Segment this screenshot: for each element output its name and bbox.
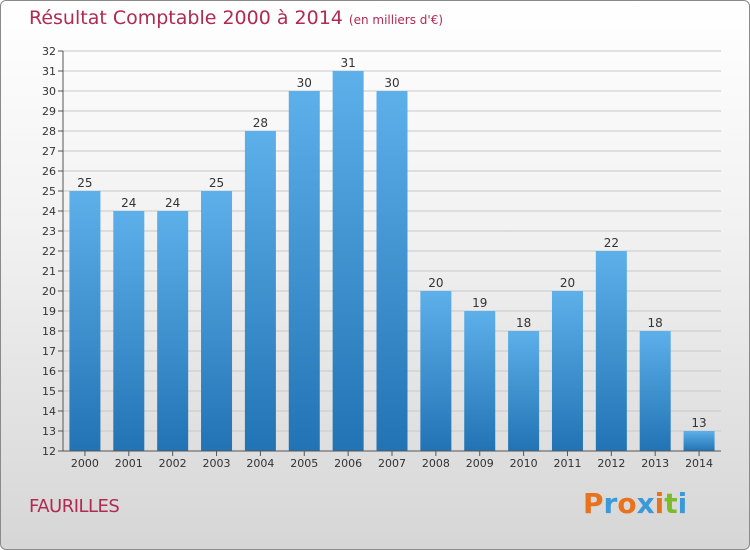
data-label: 25 bbox=[209, 176, 224, 190]
logo-letter: P bbox=[583, 487, 604, 520]
data-label: 13 bbox=[691, 416, 706, 430]
logo-letter: o bbox=[617, 487, 637, 520]
y-tick-label: 20 bbox=[42, 285, 56, 298]
bar-2006 bbox=[332, 71, 364, 451]
y-tick-label: 21 bbox=[42, 265, 56, 278]
data-label: 31 bbox=[340, 56, 355, 70]
y-tick-label: 31 bbox=[42, 65, 56, 78]
data-label: 20 bbox=[560, 276, 575, 290]
y-tick-label: 19 bbox=[42, 305, 56, 318]
x-tick-label: 2006 bbox=[334, 457, 362, 470]
data-label: 24 bbox=[121, 196, 136, 210]
y-tick-label: 22 bbox=[42, 245, 56, 258]
data-label: 22 bbox=[604, 236, 619, 250]
data-label: 28 bbox=[253, 116, 268, 130]
data-label: 30 bbox=[384, 76, 399, 90]
bar-2009 bbox=[464, 311, 496, 451]
y-tick-label: 16 bbox=[42, 365, 56, 378]
subtitle-text: (en milliers d'€) bbox=[348, 13, 444, 27]
x-tick-label: 2007 bbox=[378, 457, 406, 470]
data-label: 24 bbox=[165, 196, 180, 210]
y-tick-label: 13 bbox=[42, 425, 56, 438]
bar-2010 bbox=[508, 331, 540, 451]
y-tick-label: 23 bbox=[42, 225, 56, 238]
bar-2012 bbox=[595, 251, 627, 451]
y-tick-label: 18 bbox=[42, 325, 56, 338]
logo-letter: x bbox=[636, 487, 655, 520]
x-tick-label: 2008 bbox=[422, 457, 450, 470]
bar-2000 bbox=[69, 191, 101, 451]
logo-letter: i bbox=[654, 487, 665, 520]
y-tick-label: 25 bbox=[42, 185, 56, 198]
data-label: 18 bbox=[648, 316, 663, 330]
data-label: 20 bbox=[428, 276, 443, 290]
x-tick-label: 2011 bbox=[553, 457, 581, 470]
y-tick-label: 27 bbox=[42, 145, 56, 158]
x-tick-label: 2001 bbox=[115, 457, 143, 470]
data-label: 18 bbox=[516, 316, 531, 330]
y-tick-label: 14 bbox=[42, 405, 56, 418]
bar-2014 bbox=[683, 431, 715, 451]
data-label: 30 bbox=[297, 76, 312, 90]
y-tick-label: 17 bbox=[42, 345, 56, 358]
x-tick-label: 2002 bbox=[159, 457, 187, 470]
x-tick-label: 2005 bbox=[290, 457, 318, 470]
y-tick-label: 28 bbox=[42, 125, 56, 138]
x-tick-label: 2009 bbox=[466, 457, 494, 470]
title-text: Résultat Comptable 2000 à 2014 bbox=[29, 7, 343, 29]
x-tick-label: 2003 bbox=[203, 457, 231, 470]
bar-2004 bbox=[244, 131, 276, 451]
bar-2001 bbox=[113, 211, 145, 451]
x-tick-label: 2013 bbox=[641, 457, 669, 470]
y-tick-label: 12 bbox=[42, 445, 56, 458]
bar-2011 bbox=[551, 291, 583, 451]
x-tick-label: 2000 bbox=[71, 457, 99, 470]
logo-letter: t bbox=[664, 487, 678, 520]
y-tick-label: 29 bbox=[42, 105, 56, 118]
x-tick-label: 2014 bbox=[685, 457, 713, 470]
x-tick-label: 2012 bbox=[597, 457, 625, 470]
logo-letter: i bbox=[677, 487, 688, 520]
logo-letter: r bbox=[603, 487, 618, 520]
bar-2008 bbox=[420, 291, 452, 451]
bar-2013 bbox=[639, 331, 671, 451]
y-tick-label: 30 bbox=[42, 85, 56, 98]
data-label: 19 bbox=[472, 296, 487, 310]
bar-2002 bbox=[157, 211, 189, 451]
x-tick-label: 2010 bbox=[510, 457, 538, 470]
data-label: 25 bbox=[77, 176, 92, 190]
x-tick-label: 2004 bbox=[246, 457, 274, 470]
proxiti-logo: Proxiti bbox=[583, 487, 687, 520]
y-tick-label: 24 bbox=[42, 205, 56, 218]
chart-title: Résultat Comptable 2000 à 2014 (en millie… bbox=[29, 7, 443, 29]
y-tick-label: 26 bbox=[42, 165, 56, 178]
bar-2005 bbox=[288, 91, 320, 451]
bar-2007 bbox=[376, 91, 408, 451]
bar-2003 bbox=[201, 191, 233, 451]
y-tick-label: 32 bbox=[42, 45, 56, 58]
y-tick-label: 15 bbox=[42, 385, 56, 398]
commune-name: FAURILLES bbox=[29, 496, 120, 517]
